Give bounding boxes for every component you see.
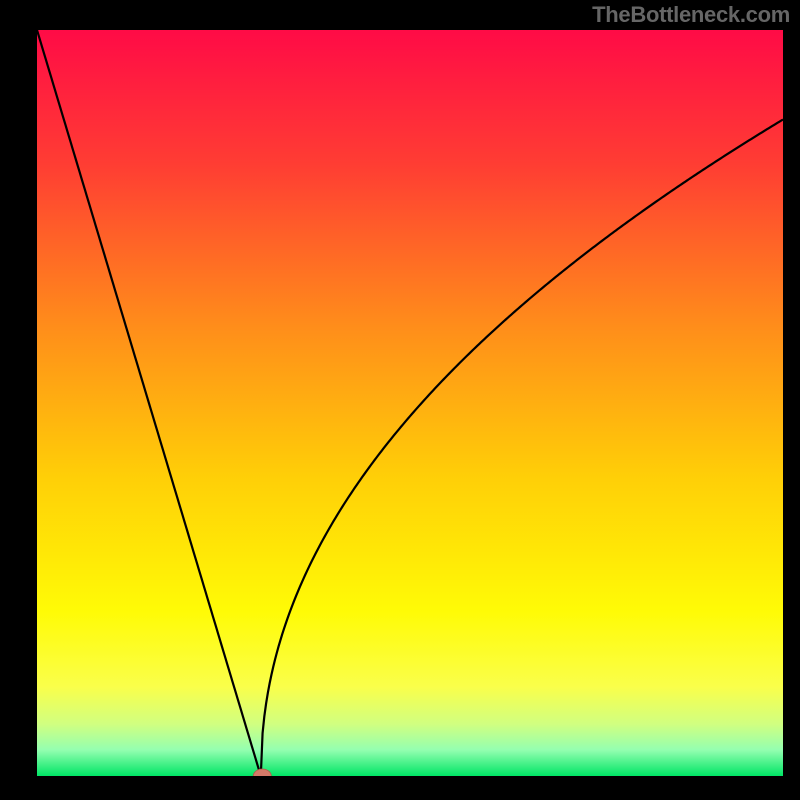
bottleneck-chart (37, 30, 783, 776)
plot-area (37, 30, 783, 776)
watermark-label: TheBottleneck.com (592, 2, 790, 28)
outer-frame: TheBottleneck.com (0, 0, 800, 800)
